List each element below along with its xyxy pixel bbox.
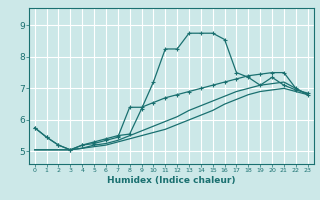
X-axis label: Humidex (Indice chaleur): Humidex (Indice chaleur) xyxy=(107,176,236,185)
